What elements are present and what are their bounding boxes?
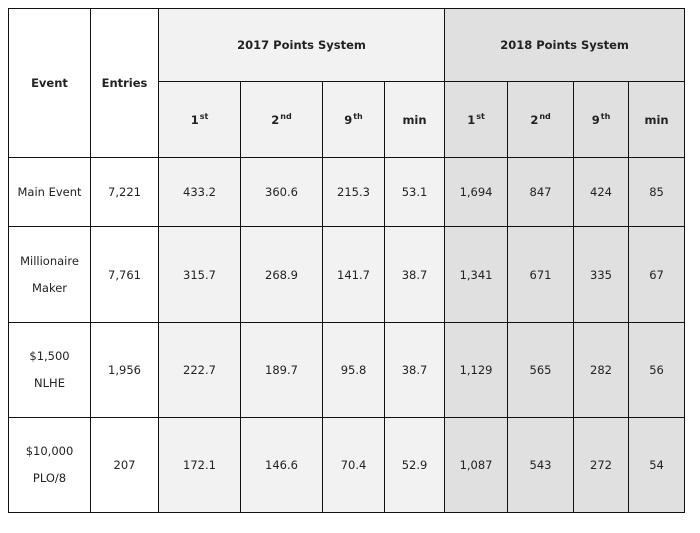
points-2017-9th-cell: 215.3: [322, 157, 385, 227]
points-2018-2nd-cell: 565: [507, 322, 575, 418]
points-2018-9th-cell: 335: [573, 226, 630, 323]
points-2017-min-cell: 38.7: [383, 322, 446, 418]
header-2017-min: min: [383, 81, 446, 158]
points-2017-min-cell: 52.9: [383, 417, 446, 513]
points-2017-group-header: 2017 Points System: [157, 8, 446, 82]
points-2018-min-cell: 54: [628, 417, 686, 513]
entries-cell: 7,761: [90, 226, 159, 323]
points-2017-1st-cell: 172.1: [158, 417, 241, 513]
points-2018-2nd-cell: 847: [507, 157, 575, 227]
entries-column-header: Entries: [90, 8, 159, 158]
header-2017-9th: 9th: [322, 81, 385, 158]
points-2017-9th-cell: 70.4: [322, 417, 385, 513]
points-2017-2nd-cell: 268.9: [240, 226, 323, 323]
points-2018-1st-cell: 1,341: [444, 226, 509, 323]
points-2017-1st-cell: 222.7: [158, 322, 241, 418]
event-column-header: Event: [8, 8, 91, 158]
points-2017-1st-cell: 433.2: [158, 157, 241, 227]
table-row: $10,000 PLO/8 207 172.1 146.6 70.4 52.9 …: [8, 417, 686, 513]
points-2017-min-cell: 53.1: [383, 157, 446, 227]
points-2017-2nd-cell: 146.6: [240, 417, 323, 513]
points-2018-1st-cell: 1,129: [444, 322, 509, 418]
points-2017-2nd-cell: 189.7: [240, 322, 323, 418]
event-cell: Main Event: [8, 157, 91, 227]
entries-cell: 1,956: [90, 322, 159, 418]
points-2018-min-cell: 67: [628, 226, 686, 323]
points-2018-9th-cell: 424: [573, 157, 630, 227]
points-2018-min-cell: 85: [628, 157, 686, 227]
points-2018-9th-cell: 272: [573, 417, 630, 513]
points-2017-9th-cell: 95.8: [322, 322, 385, 418]
entries-cell: 207: [90, 417, 159, 513]
points-2018-1st-cell: 1,087: [444, 417, 509, 513]
points-2017-min-cell: 38.7: [383, 226, 446, 323]
header-sub-row: 1st 2nd 9th min 1st 2nd 9th min: [9, 81, 686, 158]
table-row: Millionaire Maker 7,761 315.7 268.9 141.…: [8, 226, 686, 323]
event-cell: $1,500 NLHE: [8, 322, 91, 418]
table-row: Main Event 7,221 433.2 360.6 215.3 53.1 …: [8, 157, 686, 227]
entries-cell: 7,221: [90, 157, 159, 227]
points-2018-group-header: 2018 Points System: [444, 8, 686, 82]
header-2018-2nd: 2nd: [507, 81, 575, 158]
header-2018-1st: 1st: [444, 81, 509, 158]
header-group-row: Event Entries 2017 Points System 2018 Po…: [8, 8, 686, 158]
points-2018-2nd-cell: 671: [507, 226, 575, 323]
table-row: $1,500 NLHE 1,956 222.7 189.7 95.8 38.7 …: [8, 322, 686, 418]
event-cell: $10,000 PLO/8: [8, 417, 91, 513]
points-2017-1st-cell: 315.7: [158, 226, 241, 323]
points-2017-2nd-cell: 360.6: [240, 157, 323, 227]
header-2017-2nd: 2nd: [240, 81, 323, 158]
points-2017-9th-cell: 141.7: [322, 226, 385, 323]
points-comparison-table: Event Entries 2017 Points System 2018 Po…: [8, 8, 686, 513]
header-2017-1st: 1st: [158, 81, 241, 158]
points-2018-min-cell: 56: [628, 322, 686, 418]
event-cell: Millionaire Maker: [8, 226, 91, 323]
header-2018-min: min: [628, 81, 686, 158]
points-2018-2nd-cell: 543: [507, 417, 575, 513]
points-2018-1st-cell: 1,694: [444, 157, 509, 227]
header-2018-9th: 9th: [573, 81, 630, 158]
points-2018-9th-cell: 282: [573, 322, 630, 418]
